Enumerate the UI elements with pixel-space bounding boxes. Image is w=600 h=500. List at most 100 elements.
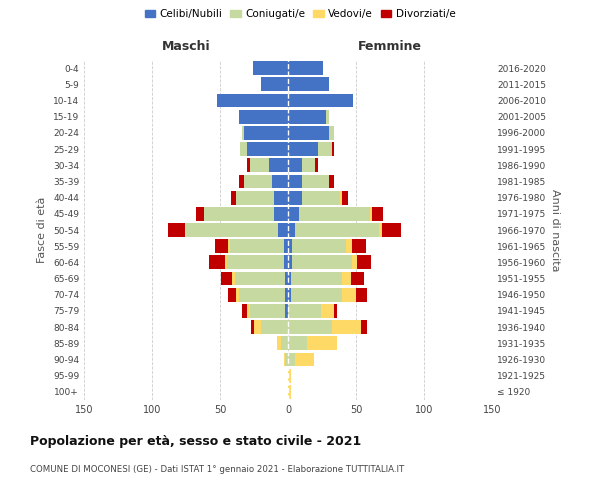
Bar xyxy=(288,158,302,172)
Bar xyxy=(284,256,288,270)
Legend: Celibi/Nubili, Coniugati/e, Vedovi/e, Divorziati/e: Celibi/Nubili, Coniugati/e, Vedovi/e, Di… xyxy=(140,5,460,24)
Bar xyxy=(261,320,288,334)
Bar xyxy=(343,190,348,204)
Bar xyxy=(253,61,288,75)
Bar xyxy=(226,256,227,270)
Bar xyxy=(284,352,285,366)
Bar xyxy=(281,336,288,350)
Bar xyxy=(254,320,261,334)
Bar xyxy=(288,288,291,302)
Bar xyxy=(332,320,361,334)
Bar xyxy=(247,142,288,156)
Bar xyxy=(288,190,302,204)
Bar xyxy=(379,223,382,237)
Bar xyxy=(334,304,337,318)
Bar xyxy=(272,174,288,188)
Bar xyxy=(358,256,371,270)
Bar xyxy=(343,288,356,302)
Bar xyxy=(277,336,281,350)
Y-axis label: Fasce di età: Fasce di età xyxy=(37,197,47,263)
Bar xyxy=(217,94,288,108)
Bar xyxy=(295,352,314,366)
Bar xyxy=(239,288,285,302)
Bar xyxy=(247,158,250,172)
Bar xyxy=(356,288,367,302)
Bar xyxy=(382,223,401,237)
Bar xyxy=(242,126,244,140)
Bar xyxy=(320,304,334,318)
Bar xyxy=(295,223,379,237)
Bar xyxy=(242,304,247,318)
Bar xyxy=(288,78,329,91)
Bar xyxy=(215,240,228,253)
Bar xyxy=(288,142,318,156)
Bar xyxy=(232,272,235,285)
Bar xyxy=(228,240,230,253)
Y-axis label: Anni di nascita: Anni di nascita xyxy=(550,188,560,271)
Bar xyxy=(346,240,352,253)
Bar xyxy=(203,207,274,220)
Bar xyxy=(269,158,288,172)
Bar xyxy=(274,207,288,220)
Bar xyxy=(236,190,274,204)
Bar xyxy=(332,142,334,156)
Bar xyxy=(343,272,350,285)
Bar xyxy=(185,223,186,237)
Bar xyxy=(227,256,284,270)
Bar xyxy=(236,288,239,302)
Bar xyxy=(285,288,288,302)
Bar xyxy=(244,174,272,188)
Bar xyxy=(329,126,334,140)
Bar xyxy=(302,174,329,188)
Bar xyxy=(299,207,370,220)
Bar xyxy=(292,256,352,270)
Bar xyxy=(285,304,288,318)
Bar xyxy=(209,256,226,270)
Bar xyxy=(274,190,288,204)
Bar xyxy=(302,158,315,172)
Bar xyxy=(288,223,295,237)
Bar xyxy=(239,110,288,124)
Bar xyxy=(288,126,329,140)
Bar xyxy=(261,78,288,91)
Bar xyxy=(288,304,320,318)
Bar xyxy=(278,223,288,237)
Bar xyxy=(288,336,307,350)
Bar xyxy=(291,272,343,285)
Bar xyxy=(285,272,288,285)
Bar xyxy=(288,174,302,188)
Bar xyxy=(288,272,291,285)
Bar xyxy=(239,174,244,188)
Bar xyxy=(228,288,236,302)
Bar xyxy=(288,240,292,253)
Bar xyxy=(288,94,353,108)
Bar xyxy=(186,223,278,237)
Bar xyxy=(288,207,299,220)
Bar xyxy=(251,320,254,334)
Bar xyxy=(326,110,329,124)
Bar xyxy=(361,320,367,334)
Bar xyxy=(350,272,364,285)
Bar xyxy=(315,158,318,172)
Bar xyxy=(352,256,358,270)
Bar xyxy=(230,240,284,253)
Bar xyxy=(352,240,365,253)
Bar xyxy=(307,336,337,350)
Bar xyxy=(288,320,332,334)
Bar xyxy=(288,352,295,366)
Bar xyxy=(241,142,247,156)
Bar xyxy=(288,369,291,382)
Bar xyxy=(247,304,250,318)
Bar xyxy=(291,288,343,302)
Bar xyxy=(329,174,334,188)
Bar xyxy=(221,272,232,285)
Bar xyxy=(288,256,292,270)
Text: Femmine: Femmine xyxy=(358,40,422,52)
Bar xyxy=(373,207,383,220)
Bar xyxy=(250,158,269,172)
Bar xyxy=(250,304,285,318)
Bar xyxy=(288,385,291,399)
Text: Maschi: Maschi xyxy=(161,40,211,52)
Bar xyxy=(284,240,288,253)
Bar xyxy=(288,110,326,124)
